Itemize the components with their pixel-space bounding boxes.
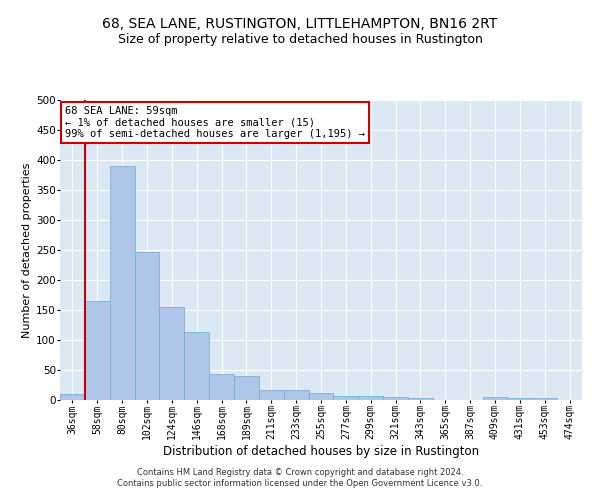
Bar [160,307,184,400]
Bar [134,252,160,400]
Bar [532,398,557,400]
Bar [259,390,284,400]
X-axis label: Distribution of detached houses by size in Rustington: Distribution of detached houses by size … [163,445,479,458]
Bar [184,332,209,400]
Bar [110,166,134,400]
Y-axis label: Number of detached properties: Number of detached properties [22,162,32,338]
Bar [408,398,433,400]
Bar [383,397,408,400]
Bar [482,397,508,400]
Text: Contains HM Land Registry data © Crown copyright and database right 2024.
Contai: Contains HM Land Registry data © Crown c… [118,468,482,487]
Bar [284,390,308,400]
Bar [209,374,234,400]
Bar [60,394,85,400]
Bar [308,393,334,400]
Bar [85,301,110,400]
Text: Size of property relative to detached houses in Rustington: Size of property relative to detached ho… [118,32,482,46]
Bar [508,398,532,400]
Text: 68, SEA LANE, RUSTINGTON, LITTLEHAMPTON, BN16 2RT: 68, SEA LANE, RUSTINGTON, LITTLEHAMPTON,… [103,18,497,32]
Bar [358,396,383,400]
Bar [234,376,259,400]
Bar [334,396,358,400]
Text: 68 SEA LANE: 59sqm
← 1% of detached houses are smaller (15)
99% of semi-detached: 68 SEA LANE: 59sqm ← 1% of detached hous… [65,106,365,139]
